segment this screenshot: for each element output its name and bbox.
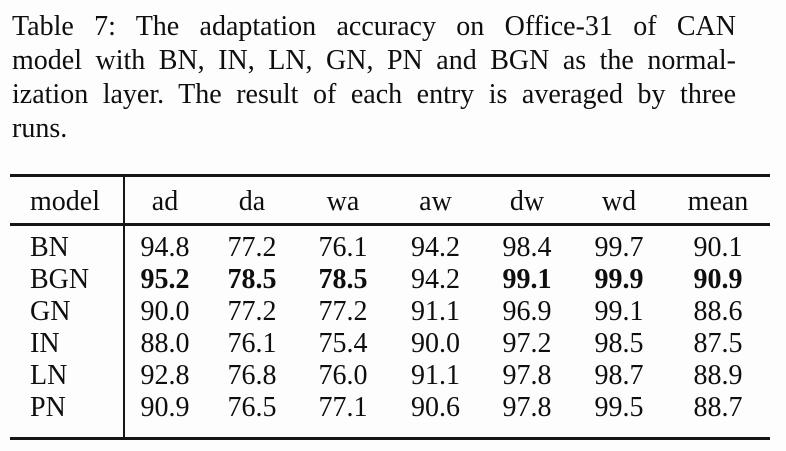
- cell-value: 99.7: [594, 232, 644, 263]
- table-body: BN 94.8 77.2 76.1 94.2 98.4 99.7 90.1 BG…: [10, 226, 770, 437]
- cell-value: 77.1: [318, 392, 368, 423]
- cell-value: 76.0: [318, 360, 368, 391]
- cell-value: 88.7: [693, 392, 743, 423]
- row-label: BGN: [30, 264, 90, 295]
- column-header-model: model: [30, 185, 100, 217]
- caption-line-1: Table 7: The adaptation accuracy on Offi…: [12, 11, 736, 42]
- cell-value: 90.1: [693, 232, 743, 263]
- column-header-wa: wa: [326, 185, 360, 217]
- cell-value: 97.2: [502, 328, 552, 359]
- caption-line-3: ization layer. The result of each entry …: [12, 79, 736, 110]
- table-header-row: model ad da wa aw dw wd mean: [10, 177, 770, 223]
- cell-value-best: 99.9: [594, 264, 644, 295]
- cell-value: 91.1: [411, 296, 460, 327]
- table-row-pn: PN 90.9 76.5 77.1 90.6 97.8 99.5 88.7: [10, 392, 770, 424]
- cell-value: 96.9: [502, 296, 552, 327]
- column-header-ad: ad: [151, 185, 179, 217]
- table-header-rule: [10, 223, 770, 226]
- cell-value: 87.5: [693, 328, 743, 359]
- column-header-da: da: [238, 185, 266, 217]
- row-label: IN: [30, 328, 60, 359]
- cell-value: 98.7: [594, 360, 644, 391]
- cell-value-best: 90.9: [693, 264, 743, 295]
- table-row-bgn: BGN 95.2 78.5 78.5 94.2 99.1 99.9 90.9: [10, 264, 770, 296]
- cell-value: 90.0: [411, 328, 460, 359]
- cell-value: 76.1: [318, 232, 368, 263]
- cell-value-best: 99.1: [502, 264, 552, 295]
- column-header-wd: wd: [601, 185, 637, 217]
- cell-value: 99.5: [594, 392, 644, 423]
- table-row-gn: GN 90.0 77.2 77.2 91.1 96.9 99.1 88.6: [10, 296, 770, 328]
- cell-value: 77.2: [318, 296, 368, 327]
- cell-value: 91.1: [411, 360, 460, 391]
- cell-value: 90.9: [140, 392, 190, 423]
- table-vertical-divider: [123, 177, 125, 437]
- cell-value: 98.5: [594, 328, 644, 359]
- results-table: model ad da wa aw dw wd mean BN 94.8 77.…: [10, 174, 770, 440]
- table-row-bn: BN 94.8 77.2 76.1 94.2 98.4 99.7 90.1: [10, 232, 770, 264]
- cell-value: 88.6: [693, 296, 743, 327]
- row-label: LN: [30, 360, 68, 391]
- table-row-in: IN 88.0 76.1 75.4 90.0 97.2 98.5 87.5: [10, 328, 770, 360]
- cell-value: 75.4: [318, 328, 368, 359]
- column-header-dw: dw: [509, 185, 545, 217]
- cell-value-best: 95.2: [140, 264, 190, 295]
- cell-value: 90.6: [411, 392, 460, 423]
- cell-value: 76.5: [227, 392, 277, 423]
- cell-value: 98.4: [502, 232, 552, 263]
- cell-value: 97.8: [502, 360, 552, 391]
- cell-value: 94.2: [411, 264, 460, 295]
- cell-value-best: 78.5: [227, 264, 277, 295]
- cell-value: 88.9: [693, 360, 743, 391]
- cell-value: 97.8: [502, 392, 552, 423]
- caption-line-2: model with BN, IN, LN, GN, PN and BGN as…: [12, 45, 736, 76]
- cell-value: 90.0: [140, 296, 190, 327]
- cell-value: 99.1: [594, 296, 644, 327]
- cell-value: 92.8: [140, 360, 190, 391]
- table-caption: Table 7: The adaptation accuracy on Offi…: [12, 10, 736, 146]
- cell-value: 76.1: [227, 328, 277, 359]
- caption-line-4: runs.: [12, 113, 68, 144]
- row-label: PN: [30, 392, 66, 423]
- table-top-rule: [10, 174, 770, 177]
- column-header-aw: aw: [419, 185, 452, 217]
- cell-value: 94.2: [411, 232, 460, 263]
- cell-value: 77.2: [227, 296, 277, 327]
- cell-value-best: 78.5: [318, 264, 368, 295]
- table-row-ln: LN 92.8 76.8 76.0 91.1 97.8 98.7 88.9: [10, 360, 770, 392]
- row-label: GN: [30, 296, 71, 327]
- column-header-mean: mean: [687, 185, 749, 217]
- row-label: BN: [30, 232, 69, 263]
- cell-value: 76.8: [227, 360, 277, 391]
- table-bottom-rule: [10, 437, 770, 440]
- cell-value: 94.8: [140, 232, 190, 263]
- cell-value: 88.0: [140, 328, 190, 359]
- cell-value: 77.2: [227, 232, 277, 263]
